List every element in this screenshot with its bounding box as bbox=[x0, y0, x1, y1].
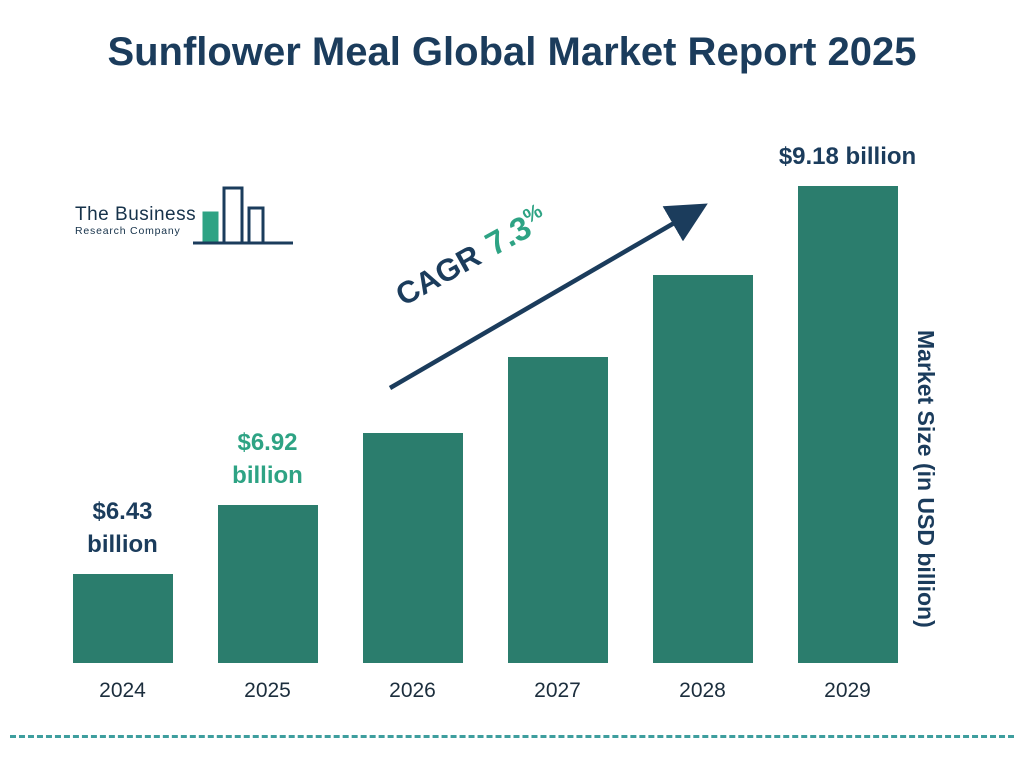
value-label-2025: $6.92 billion bbox=[232, 429, 303, 489]
bar-column-2024: $6.43 billion 2024 bbox=[70, 135, 175, 703]
x-axis-label-2028: 2028 bbox=[679, 679, 726, 702]
bottom-dashed-divider bbox=[10, 735, 1014, 738]
bar-column-2029: $9.18 billion 2029 bbox=[779, 135, 916, 703]
x-axis-label-2024: 2024 bbox=[99, 679, 146, 702]
x-axis-label-2025: 2025 bbox=[244, 679, 291, 702]
bar-column-2026: 2026 bbox=[360, 135, 465, 703]
bar-column-2028: 2028 bbox=[650, 135, 755, 703]
bar-2029 bbox=[797, 186, 898, 663]
logo-text: The Business Research Company bbox=[75, 204, 197, 237]
y-axis-title: Market Size (in USD billion) bbox=[913, 330, 939, 628]
value-label-2024: $6.43 billion bbox=[87, 498, 158, 558]
company-logo: The Business Research Company bbox=[75, 185, 293, 255]
page-title: Sunflower Meal Global Market Report 2025 bbox=[107, 30, 917, 74]
bar-column-2025: $6.92 billion 2025 bbox=[215, 135, 320, 703]
value-label-2029: $9.18 billion bbox=[778, 142, 917, 170]
bar-2024 bbox=[72, 574, 173, 663]
bar-chart-logo-icon bbox=[193, 185, 293, 254]
bars: $6.43 billion 2024 $6.92 billion 2025 2026 2027… bbox=[70, 135, 916, 703]
bar-2028 bbox=[652, 275, 753, 663]
logo-line2: Research Company bbox=[75, 224, 181, 237]
bar-2027 bbox=[507, 357, 608, 663]
bar-2026 bbox=[362, 433, 463, 663]
x-axis-label-2027: 2027 bbox=[534, 679, 581, 702]
bar-column-2027: 2027 bbox=[505, 135, 610, 703]
x-axis-label-2026: 2026 bbox=[389, 679, 436, 702]
x-axis-label-2029: 2029 bbox=[824, 679, 871, 702]
logo-line1: The Business bbox=[75, 204, 197, 225]
bar-2025 bbox=[217, 505, 318, 663]
